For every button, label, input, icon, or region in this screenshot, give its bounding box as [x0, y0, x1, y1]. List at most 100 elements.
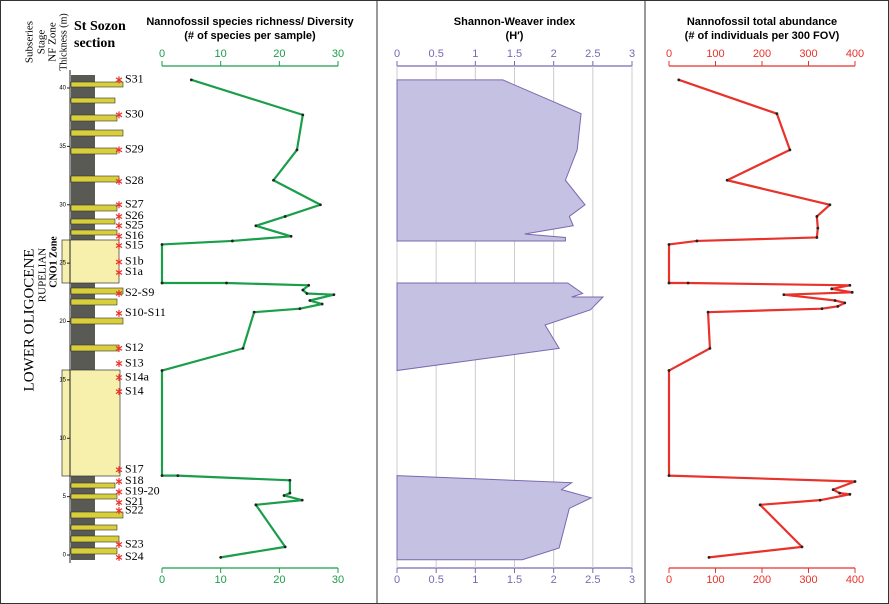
point — [725, 178, 729, 182]
asterisk-stroke — [115, 243, 123, 249]
sample-label: S22 — [125, 502, 144, 516]
sample-asterisk — [115, 466, 123, 474]
point — [853, 480, 857, 483]
sample-label: S18 — [125, 473, 144, 487]
sample-label: S14 — [125, 383, 144, 397]
subseries: LOWER OLIGOCENE — [21, 249, 37, 392]
limestone-bed — [70, 204, 118, 212]
area — [396, 79, 605, 561]
thickness-label: 20 — [59, 319, 66, 325]
x-tick-label: 2 — [551, 574, 557, 586]
thickness-label: 0 — [63, 553, 67, 559]
sample-label: S30 — [125, 107, 144, 121]
asterisk-stroke — [115, 147, 123, 153]
asterisk-stroke — [115, 467, 123, 473]
limestone-bed — [70, 81, 124, 88]
sample-asterisk — [115, 498, 123, 506]
lithology — [61, 70, 124, 563]
asterisk-stroke — [115, 542, 123, 548]
point — [667, 281, 671, 285]
asterisk-stroke — [115, 375, 123, 381]
sample-label: S15 — [125, 237, 144, 251]
asterisk-stroke — [115, 489, 123, 495]
x-tick-label: 0 — [666, 574, 672, 586]
x-tick-label: 0 — [394, 574, 400, 586]
point — [252, 310, 256, 314]
section-title-box: St Sozon section — [74, 19, 126, 51]
sample-label: S16 — [125, 228, 144, 242]
x-tick-label: 20 — [273, 574, 285, 586]
x-tick-label: 30 — [332, 48, 344, 60]
limestone-bed — [70, 547, 118, 555]
point — [706, 310, 710, 314]
x-tick-label: 0 — [159, 574, 165, 586]
asterisk-stroke — [115, 499, 123, 505]
asterisk-stroke — [115, 310, 123, 316]
x-tick-label: 400 — [846, 48, 864, 60]
point — [241, 346, 245, 350]
header: Subseries — [24, 21, 36, 63]
x-tick-label: 3 — [629, 48, 635, 60]
point — [695, 239, 699, 243]
limestone-bed — [70, 524, 118, 531]
point — [677, 78, 681, 82]
point — [305, 292, 309, 295]
sample-label: S31 — [125, 72, 144, 86]
limestone-bed — [70, 114, 118, 122]
x-tick-label: 1 — [472, 48, 478, 60]
asterisk-stroke — [115, 291, 123, 296]
x-tick-label: 30 — [332, 574, 344, 586]
sample-asterisk — [115, 111, 123, 119]
x-tick-label: 200 — [753, 574, 771, 586]
x-tick-label: 200 — [753, 48, 771, 60]
limestone-bed — [70, 175, 120, 183]
sample-label: S1a — [125, 264, 144, 278]
header: Stage — [36, 30, 48, 55]
point — [282, 494, 286, 497]
limestone-bed — [70, 97, 116, 104]
header: Thickness (m) — [58, 13, 69, 71]
limestone-bed — [70, 287, 124, 295]
point — [800, 545, 804, 549]
point — [848, 283, 852, 287]
point — [332, 293, 336, 297]
point — [231, 239, 234, 243]
sample-asterisk — [115, 507, 123, 515]
x-tick-label: 300 — [799, 48, 817, 60]
chart-subtitle: (# of species per sample) — [184, 30, 316, 42]
asterisk-stroke — [115, 389, 123, 395]
asterisk-stroke — [115, 554, 123, 560]
sample-label: S13 — [125, 355, 144, 369]
sample-asterisk — [115, 201, 123, 209]
x-tick-label: 1.5 — [507, 48, 522, 60]
asterisk-stroke — [115, 213, 123, 219]
sample-asterisk — [115, 146, 123, 154]
x-tick-label: 0.5 — [429, 48, 444, 60]
point — [295, 148, 299, 152]
sample-asterisk — [115, 212, 123, 220]
point — [254, 224, 258, 228]
asterisk-stroke — [115, 508, 123, 514]
sample-asterisk — [115, 258, 123, 266]
x-tick-label: 0.5 — [429, 574, 444, 586]
chart-subtitle: (# of individuals per 300 FOV) — [685, 30, 840, 42]
sample-label: S24 — [125, 549, 144, 563]
chart-title: Nannofossil total abundance — [687, 16, 837, 28]
asterisk-stroke — [115, 202, 123, 208]
x-tick-label: 10 — [215, 48, 227, 60]
point — [815, 236, 819, 239]
point — [283, 545, 287, 549]
point — [283, 215, 287, 218]
sample-asterisk — [115, 242, 123, 250]
asterisk-stroke — [115, 345, 123, 351]
x-tick-label: 2.5 — [585, 48, 600, 60]
point — [319, 203, 322, 207]
asterisk-stroke — [115, 269, 123, 275]
limestone-bed — [70, 218, 116, 225]
sample-label: S27 — [125, 197, 144, 211]
thickness-label: 10 — [59, 436, 66, 442]
sample-asterisk — [115, 177, 123, 185]
asterisk-stroke — [115, 112, 123, 118]
point — [300, 498, 304, 502]
x-tick-label: 10 — [215, 574, 227, 586]
